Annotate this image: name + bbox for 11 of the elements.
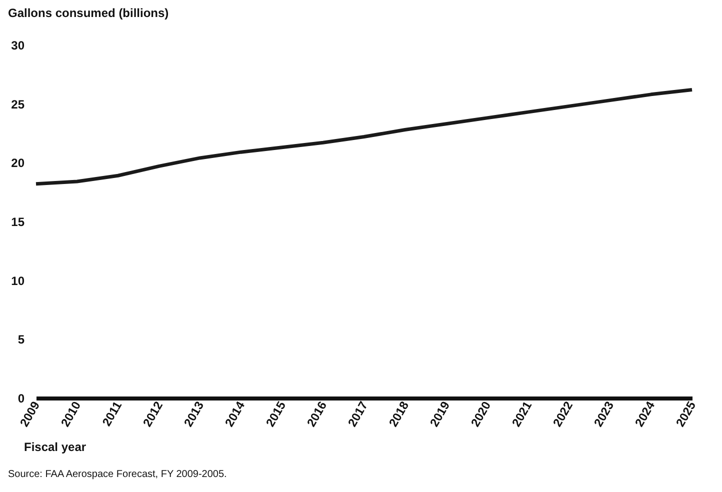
source-note: Source: FAA Aerospace Forecast, FY 2009-2005. [8,469,227,480]
y-tick-label: 10 [11,274,25,288]
y-tick-label: 15 [11,215,25,229]
line-series [34,88,694,186]
y-tick-label: 20 [11,156,25,170]
y-tick-label: 5 [18,332,25,347]
y-tick-label: 0 [18,392,25,406]
x-axis-title: Fiscal year [24,440,86,454]
y-tick-label: 30 [11,38,25,52]
y-axis-title: Gallons consumed (billions) [8,6,169,20]
y-tick-label: 25 [11,97,25,112]
